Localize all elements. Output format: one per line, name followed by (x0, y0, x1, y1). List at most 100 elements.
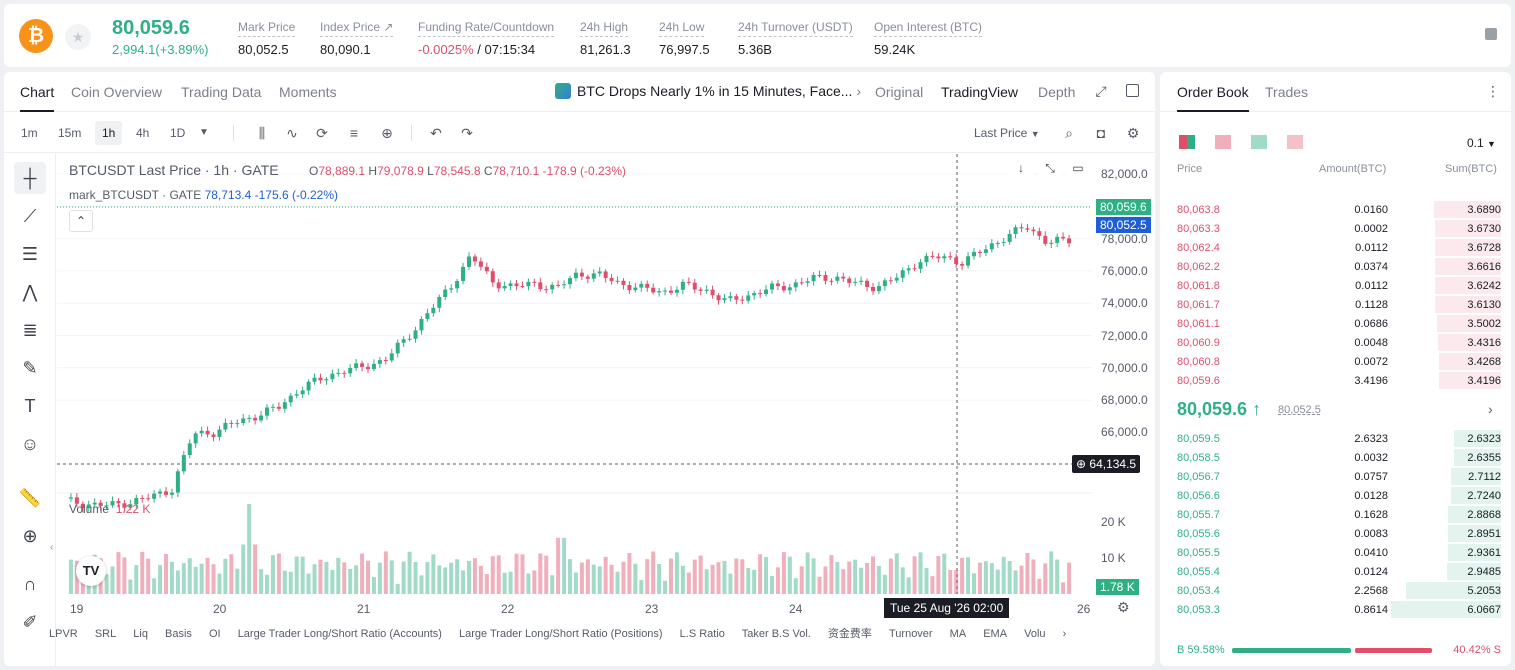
indicator-item[interactable]: Taker B.S Vol. (741, 628, 811, 640)
tab-tradingview[interactable]: TradingView (941, 84, 1019, 100)
timeframe-4h[interactable]: 4h (136, 126, 150, 140)
search-icon[interactable]: ⌕ (1065, 125, 1073, 141)
tab-chart[interactable]: Chart (20, 84, 55, 112)
timeframe-1d[interactable]: 1D (170, 126, 186, 140)
order-book-row[interactable]: 80,062.4 0.0112 3.6728 (1160, 238, 1511, 257)
order-book-row[interactable]: 80,061.7 0.1128 3.6130 (1160, 295, 1511, 314)
tab-moments[interactable]: Moments (279, 84, 337, 100)
stat-index-price[interactable]: Index Price ↗ 80,090.1 (320, 20, 394, 57)
indicator-item[interactable]: Turnover (888, 628, 933, 640)
undo-icon[interactable]: ↶ (430, 125, 442, 141)
order-book-row[interactable]: 80,056.6 0.0128 2.7240 (1160, 486, 1511, 505)
tradingview-logo[interactable]: TV (76, 556, 106, 586)
volume-bar (775, 567, 780, 594)
order-book-row[interactable]: 80,053.4 2.2568 5.2053 (1160, 581, 1511, 600)
timeframe-1h[interactable]: 1h (95, 121, 123, 145)
volume-legend: Volume 1.22 K (69, 502, 151, 516)
more-options-icon[interactable]: ⋮ (1486, 83, 1500, 99)
order-book-row[interactable]: 80,053.3 0.8614 6.0667 (1160, 600, 1511, 619)
order-book-row[interactable]: 80,062.2 0.0374 3.6616 (1160, 257, 1511, 276)
trendline-tool-icon[interactable]: ⟋ (23, 206, 37, 226)
add-alert-icon[interactable]: ⊕ (381, 125, 393, 141)
chart-settings-icon[interactable]: ⚙ (1117, 599, 1130, 615)
indicator-item[interactable]: Large Trader Long/Short Ratio (Accounts) (237, 628, 442, 640)
view-bids-icon[interactable] (1251, 135, 1267, 149)
indicator-item[interactable]: EMA (983, 628, 1008, 640)
lock-drawing-tool-icon[interactable]: ✐ (22, 612, 38, 632)
compare-icon[interactable]: ⟳ (316, 125, 328, 141)
indicator-item[interactable]: LPVR (49, 628, 78, 640)
scroll-down-icon[interactable]: ↓ (1009, 158, 1033, 180)
settings-gear-icon[interactable]: ⚙ (1126, 125, 1140, 141)
order-book-row[interactable]: 80,060.8 0.0072 3.4268 (1160, 352, 1511, 371)
tab-original[interactable]: Original (875, 84, 924, 100)
collapse-left-icon[interactable]: ‹ (50, 542, 54, 553)
indicator-item[interactable]: Liq (133, 628, 148, 640)
view-asks-icon[interactable] (1215, 135, 1231, 149)
indicator-scroll-right-icon[interactable]: › (1062, 628, 1067, 640)
order-book-row[interactable]: 80,060.9 0.0048 3.4316 (1160, 333, 1511, 352)
price-chart[interactable] (57, 154, 1155, 624)
timeframe-1m[interactable]: 1m (21, 126, 38, 140)
order-book-row[interactable]: 80,063.8 0.0160 3.6890 (1160, 200, 1511, 219)
tab-trades[interactable]: Trades (1265, 84, 1309, 100)
timeframe-15m[interactable]: 15m (58, 126, 82, 140)
order-book-row[interactable]: 80,055.5 0.0410 2.9361 (1160, 543, 1511, 562)
redo-icon[interactable]: ↷ (461, 125, 473, 141)
order-book-row[interactable]: 80,056.7 0.0757 2.7112 (1160, 467, 1511, 486)
tab-order-book[interactable]: Order Book (1177, 84, 1249, 112)
horizontal-lines-tool-icon[interactable]: ☰ (21, 244, 39, 264)
favorite-star-icon[interactable]: ★ (65, 24, 91, 50)
order-book-row[interactable]: 80,059.6 3.4196 3.4196 (1160, 371, 1511, 390)
fullscreen-icon[interactable]: ▭ (1066, 158, 1090, 180)
templates-icon[interactable]: ≡ (349, 125, 359, 141)
ruler-tool-icon[interactable]: 📏 (18, 488, 42, 508)
zoom-in-tool-icon[interactable]: ⊕ (22, 526, 38, 546)
order-book-row[interactable]: 80,061.8 0.0112 3.6242 (1160, 276, 1511, 295)
news-headline[interactable]: BTC Drops Nearly 1% in 15 Minutes, Face.… (555, 83, 861, 99)
collapse-legend-button[interactable]: ⌃ (69, 210, 93, 232)
price-type-select[interactable]: Last Price ▼ (974, 126, 1040, 140)
crosshair-tool-icon[interactable]: ┼ (14, 162, 46, 194)
order-book-row[interactable]: 80,063.3 0.0002 3.6730 (1160, 219, 1511, 238)
indicator-item[interactable]: Basis (165, 628, 192, 640)
order-book-row[interactable]: 80,055.6 0.0083 2.8951 (1160, 524, 1511, 543)
indicator-item[interactable]: Large Trader Long/Short Ratio (Positions… (458, 628, 663, 640)
tab-trading-data[interactable]: Trading Data (181, 84, 262, 100)
order-book-row[interactable]: 80,055.7 0.1628 2.8868 (1160, 505, 1511, 524)
candle (1019, 227, 1024, 229)
camera-icon[interactable]: ◘ (1096, 125, 1106, 141)
window-icon[interactable] (1126, 84, 1139, 97)
view-large-icon[interactable] (1287, 135, 1303, 149)
axis-label: 66,000.0 (1101, 425, 1148, 439)
layout-icon[interactable] (1485, 28, 1497, 40)
order-book-row[interactable]: 80,061.1 0.0686 3.5002 (1160, 314, 1511, 333)
expand-icon[interactable]: ⤢ (1095, 83, 1107, 99)
candle-type-icon[interactable]: ⫼ (258, 125, 266, 141)
timeframe-dropdown-icon[interactable]: ▼ (199, 127, 209, 138)
chart-toolbar: 1m 15m 1h 4h 1D ▼ ⫼ ∿ ⟳ ≡ ⊕ ↶ ↷ Last Pri… (4, 113, 1155, 153)
order-book-row[interactable]: 80,058.5 0.0032 2.6355 (1160, 448, 1511, 467)
chevron-right-icon[interactable]: › (1488, 401, 1493, 417)
magnet-tool-icon[interactable]: ∩ (23, 574, 37, 594)
collapse-icon[interactable]: ⤡ (1038, 158, 1062, 180)
pattern-tool-icon[interactable]: ⋀ (22, 282, 38, 302)
indicators-icon[interactable]: ∿ (286, 125, 298, 141)
view-both-icon[interactable] (1179, 135, 1195, 149)
tab-depth[interactable]: Depth (1038, 84, 1076, 100)
order-book-row[interactable]: 80,059.5 2.6323 2.6323 (1160, 429, 1511, 448)
tab-coin-overview[interactable]: Coin Overview (71, 84, 163, 100)
brush-tool-icon[interactable]: ✎ (22, 358, 38, 378)
fibonacci-tool-icon[interactable]: ≣ (22, 320, 38, 340)
text-tool-icon[interactable]: T (24, 396, 36, 416)
indicator-item[interactable]: L.S Ratio (679, 628, 725, 640)
precision-select[interactable]: 0.1 ▼ (1467, 136, 1496, 150)
indicator-item[interactable]: Volu (1024, 628, 1046, 640)
indicator-item[interactable]: SRL (94, 628, 117, 640)
candle (455, 281, 460, 289)
indicator-item[interactable]: MA (949, 628, 967, 640)
indicator-item[interactable]: 资金费率 (827, 628, 872, 640)
indicator-item[interactable]: OI (209, 628, 221, 640)
emoji-tool-icon[interactable]: ☺ (20, 434, 40, 454)
order-book-row[interactable]: 80,055.4 0.0124 2.9485 (1160, 562, 1511, 581)
